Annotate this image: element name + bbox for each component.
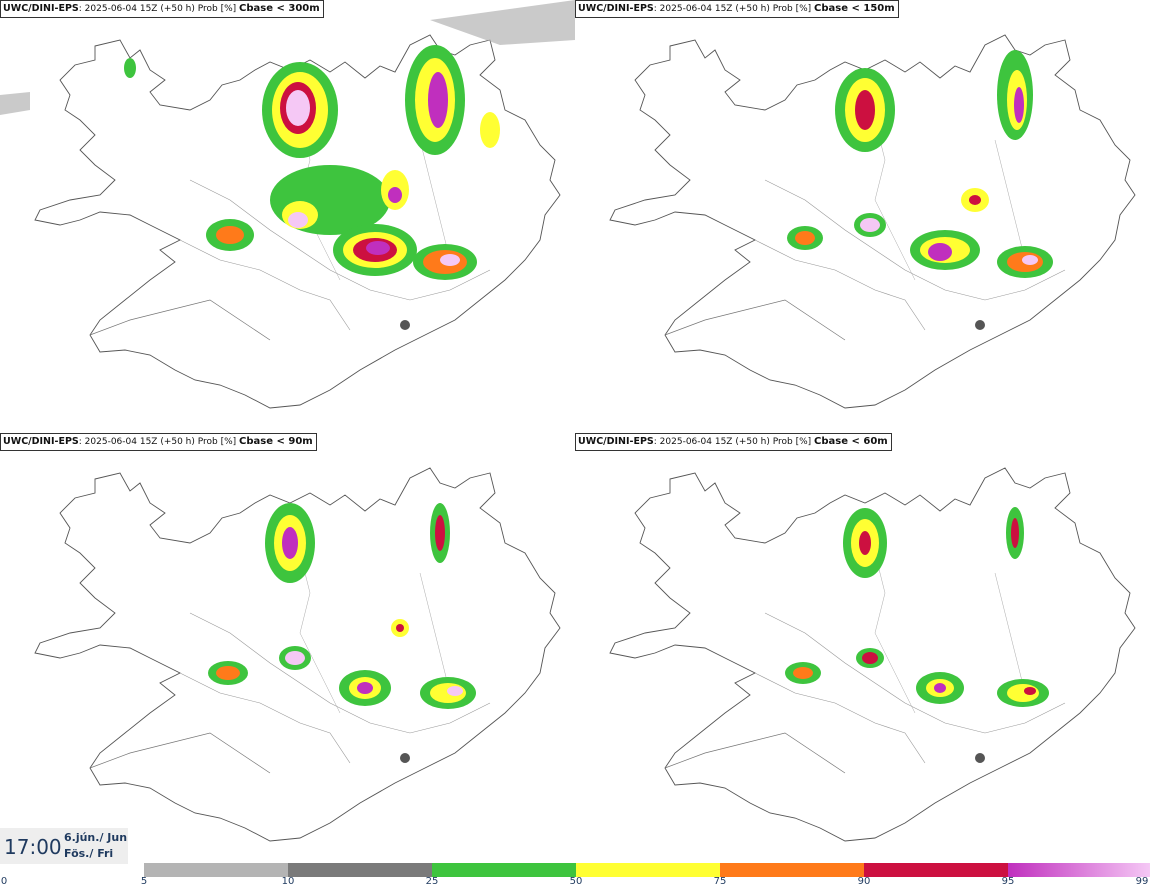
legend-tick: 10	[281, 876, 295, 887]
iceland-map	[0, 0, 575, 409]
run-label: : 2025-06-04 15Z (+50 h) Prob [%]	[653, 437, 815, 447]
panel-title: UWC/DINI-EPS: 2025-06-04 15Z (+50 h) Pro…	[0, 0, 324, 18]
legend-segment	[720, 863, 864, 877]
model-label: UWC/DINI-EPS	[3, 3, 79, 14]
probability-field	[785, 507, 1049, 707]
legend-tick: 90	[857, 876, 871, 887]
panel-title: UWC/DINI-EPS: 2025-06-04 15Z (+50 h) Pro…	[575, 0, 899, 18]
variable-label: Cbase < 150m	[814, 3, 895, 14]
legend-segment	[432, 863, 576, 877]
probability-field	[0, 0, 575, 280]
model-label: UWC/DINI-EPS	[578, 3, 654, 14]
iceland-map	[609, 467, 1136, 842]
panel-title: UWC/DINI-EPS: 2025-06-04 15Z (+50 h) Pro…	[0, 433, 317, 451]
legend-tick: 95	[1001, 876, 1015, 887]
map-panel-60m: UWC/DINI-EPS: 2025-06-04 15Z (+50 h) Pro…	[575, 433, 1150, 861]
model-label: UWC/DINI-EPS	[578, 436, 654, 447]
probability-field	[787, 50, 1053, 278]
panel-title: UWC/DINI-EPS: 2025-06-04 15Z (+50 h) Pro…	[575, 433, 892, 451]
map-panel-90m: UWC/DINI-EPS: 2025-06-04 15Z (+50 h) Pro…	[0, 433, 575, 861]
legend-segment	[144, 863, 288, 877]
legend-tick: 75	[713, 876, 727, 887]
map-panel-150m: UWC/DINI-EPS: 2025-06-04 15Z (+50 h) Pro…	[575, 0, 1150, 428]
valid-date-line1: 6.jún./ Jun	[64, 831, 128, 844]
legend-tick: 5	[140, 876, 148, 887]
variable-label: Cbase < 300m	[239, 3, 320, 14]
valid-time: 17:00	[4, 835, 62, 859]
map-panel-300m: UWC/DINI-EPS: 2025-06-04 15Z (+50 h) Pro…	[0, 0, 575, 428]
probability-field	[208, 503, 476, 709]
valid-date-line2: Fös./ Fri	[64, 847, 114, 860]
run-label: : 2025-06-04 15Z (+50 h) Prob [%]	[78, 4, 240, 14]
legend-tick: 25	[425, 876, 439, 887]
legend-segment	[864, 863, 1008, 877]
legend-tick: 50	[569, 876, 583, 887]
legend-segment	[288, 863, 432, 877]
legend-segment	[576, 863, 720, 877]
run-label: : 2025-06-04 15Z (+50 h) Prob [%]	[653, 4, 815, 14]
variable-label: Cbase < 90m	[239, 436, 313, 447]
model-label: UWC/DINI-EPS	[3, 436, 79, 447]
iceland-map	[609, 34, 1136, 409]
legend-segment	[1008, 863, 1150, 877]
legend-tick: 99	[1135, 876, 1149, 887]
legend-tick: 0	[0, 876, 8, 887]
run-label: : 2025-06-04 15Z (+50 h) Prob [%]	[78, 437, 240, 447]
iceland-map	[34, 467, 561, 842]
valid-time-box: 17:00 6.jún./ Jun Fös./ Fri	[0, 828, 128, 864]
variable-label: Cbase < 60m	[814, 436, 888, 447]
